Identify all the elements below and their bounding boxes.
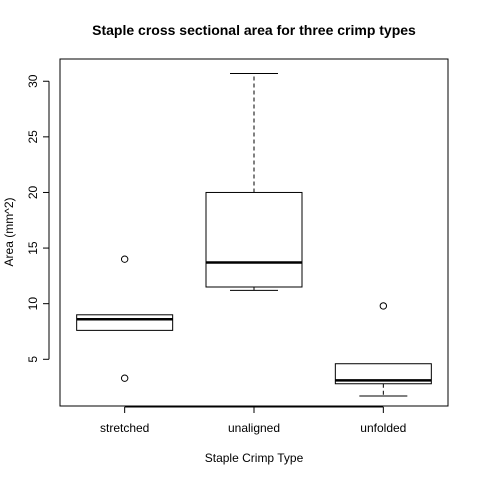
outlier-point — [120, 255, 129, 263]
y-tick-label: 25 — [26, 130, 40, 144]
x-tick-label: unfolded — [360, 421, 406, 435]
box-iqr — [205, 191, 303, 288]
x-tick-label: stretched — [100, 421, 149, 435]
y-tick-label: 5 — [26, 356, 40, 363]
x-axis: stretched unaligned unfolded — [100, 406, 406, 435]
chart-title: Staple cross sectional area for three cr… — [92, 22, 416, 38]
x-tick-label: unaligned — [228, 421, 280, 435]
box-iqr — [76, 314, 174, 331]
boxes-group — [76, 72, 432, 397]
y-tick-label: 15 — [26, 241, 40, 255]
box-iqr — [334, 363, 432, 385]
plot-frame — [59, 58, 449, 407]
box-unfolded — [334, 302, 432, 397]
y-tick-label: 30 — [26, 74, 40, 88]
y-tick-label: 10 — [26, 297, 40, 311]
y-axis-label: Area (mm^2) — [2, 198, 16, 267]
outlier-point — [379, 302, 388, 310]
outlier-point — [120, 374, 129, 382]
y-axis: 5 10 15 20 25 30 — [26, 74, 50, 363]
box-stretched — [76, 255, 174, 382]
box-unaligned — [205, 72, 303, 291]
x-axis-label: Staple Crimp Type — [205, 451, 304, 465]
y-tick-label: 20 — [26, 185, 40, 199]
